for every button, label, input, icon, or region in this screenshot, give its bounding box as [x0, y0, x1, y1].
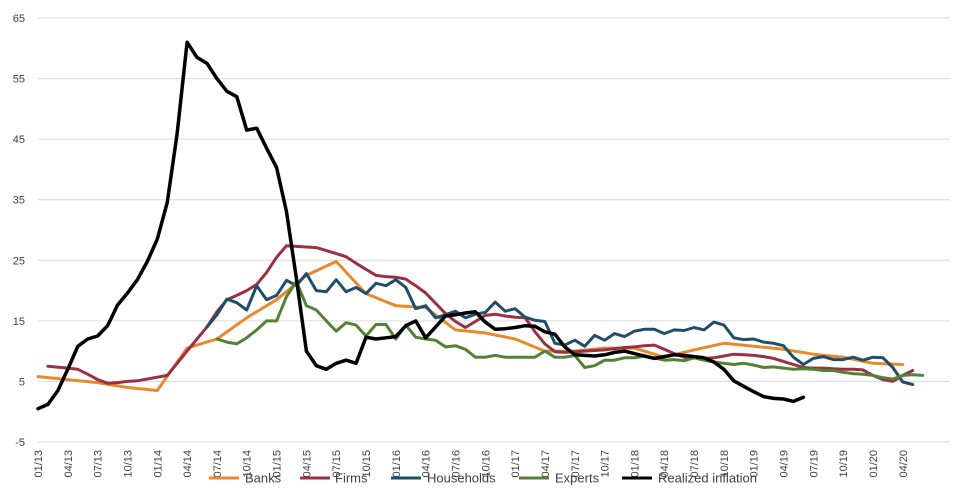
y-tick-label: 35 — [13, 195, 25, 207]
x-tick-label: 07/13 — [93, 450, 105, 478]
x-tick-label: 01/18 — [629, 450, 641, 478]
y-tick-label: 65 — [13, 13, 25, 25]
x-tick-label: 01/19 — [749, 450, 761, 478]
x-axis-tick-labels: 01/13 04/13 07/13 10/13 01/14 04/14 07/14 10/14… — [33, 450, 910, 478]
x-tick-label: 01/14 — [152, 450, 164, 478]
x-tick-label: 04/14 — [182, 450, 194, 478]
series-line-firms — [46, 244, 915, 385]
x-tick-label: 01/17 — [510, 450, 522, 478]
x-tick-label: 01/13 — [33, 450, 45, 478]
x-tick-label: 07/16 — [450, 450, 462, 478]
x-tick-label: 01/15 — [272, 450, 284, 478]
y-tick-label: 55 — [13, 74, 25, 86]
x-tick-label: 04/20 — [898, 450, 910, 478]
x-tick-label: 10/19 — [838, 450, 850, 478]
series-line-households — [205, 272, 915, 386]
legend-label-firms: Firms — [335, 471, 368, 486]
gridlines — [38, 17, 950, 443]
plot-area — [36, 40, 925, 411]
x-tick-label: 04/17 — [540, 450, 552, 478]
x-tick-label: 10/16 — [480, 450, 492, 478]
x-tick-label: 10/13 — [122, 450, 134, 478]
x-tick-label: 04/18 — [659, 450, 671, 478]
y-tick-label: 5 — [19, 376, 25, 388]
x-tick-label: 01/20 — [868, 450, 880, 478]
x-tick-label: 04/16 — [421, 450, 433, 478]
x-tick-label: 10/14 — [242, 450, 254, 478]
legend-label-realized-inflation: Realized inflation — [658, 471, 757, 486]
x-tick-label: 10/15 — [361, 450, 373, 478]
x-tick-label: 07/14 — [212, 450, 224, 478]
x-tick-label: 07/15 — [331, 450, 343, 478]
y-tick-label: 15 — [13, 316, 25, 328]
x-tick-label: 07/17 — [570, 450, 582, 478]
x-tick-label: 04/13 — [63, 450, 75, 478]
x-tick-label: 07/18 — [689, 450, 701, 478]
x-tick-label: 10/17 — [600, 450, 612, 478]
legend-label-experts: Experts — [555, 471, 600, 486]
x-tick-label: 01/16 — [391, 450, 403, 478]
x-tick-label: 04/15 — [301, 450, 313, 478]
y-tick-label: -5 — [15, 437, 25, 449]
y-tick-label: 25 — [13, 255, 25, 267]
x-tick-label: 07/19 — [808, 450, 820, 478]
series-line-realized-inflation — [36, 40, 806, 411]
x-tick-label: 10/18 — [719, 450, 731, 478]
y-tick-label: 45 — [13, 134, 25, 146]
series-line-experts — [215, 280, 925, 381]
legend-label-banks: Banks — [245, 471, 282, 486]
legend-label-households: Households — [427, 471, 496, 486]
y-axis-tick-labels: -5 5 15 25 35 45 55 65 — [13, 13, 25, 449]
x-tick-label: 04/19 — [779, 450, 791, 478]
legend: Banks Firms Households Experts Realized infl… — [209, 471, 757, 486]
